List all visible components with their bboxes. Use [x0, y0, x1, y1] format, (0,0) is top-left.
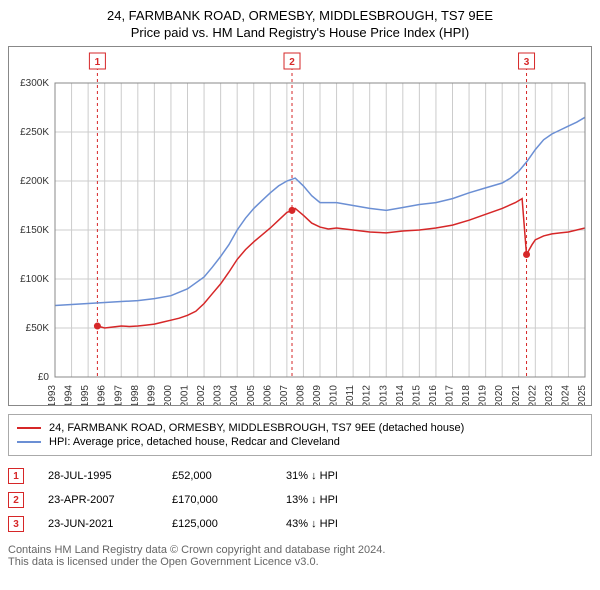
event-badge-number: 1 — [95, 57, 101, 68]
x-tick-label: 2001 — [180, 385, 191, 405]
x-tick-label: 2025 — [577, 385, 588, 405]
event-badge: 3 — [8, 516, 24, 532]
event-badge: 1 — [8, 468, 24, 484]
event-row: 3 23-JUN-2021 £125,000 43% ↓ HPI — [8, 512, 592, 536]
series-marker — [94, 323, 101, 330]
legend-item: HPI: Average price, detached house, Redc… — [17, 435, 583, 449]
legend-label: HPI: Average price, detached house, Redc… — [49, 436, 340, 448]
chart-title: 24, FARMBANK ROAD, ORMESBY, MIDDLESBROUG… — [8, 8, 592, 23]
x-tick-label: 2024 — [560, 385, 571, 405]
x-tick-label: 1998 — [130, 385, 141, 405]
x-tick-label: 2005 — [246, 385, 257, 405]
event-date: 23-JUN-2021 — [48, 518, 148, 530]
x-tick-label: 2021 — [511, 385, 522, 405]
event-row: 1 28-JUL-1995 £52,000 31% ↓ HPI — [8, 464, 592, 488]
chart-subtitle: Price paid vs. HM Land Registry's House … — [8, 25, 592, 40]
event-badge-number: 3 — [524, 57, 530, 68]
event-badge-number: 2 — [289, 57, 295, 68]
event-price: £52,000 — [172, 470, 262, 482]
event-price: £170,000 — [172, 494, 262, 506]
y-tick-label: £100K — [20, 274, 49, 285]
x-tick-label: 1994 — [64, 385, 75, 405]
legend-swatch — [17, 427, 41, 429]
y-tick-label: £50K — [26, 323, 50, 334]
legend-label: 24, FARMBANK ROAD, ORMESBY, MIDDLESBROUG… — [49, 422, 464, 434]
x-tick-label: 2020 — [494, 385, 505, 405]
y-tick-label: £150K — [20, 225, 49, 236]
x-tick-label: 1999 — [146, 385, 157, 405]
x-tick-label: 2011 — [345, 385, 356, 405]
x-tick-label: 1996 — [97, 385, 108, 405]
y-tick-label: £250K — [20, 127, 49, 138]
x-tick-label: 2008 — [295, 385, 306, 405]
x-tick-label: 2010 — [329, 385, 340, 405]
x-tick-label: 1993 — [47, 385, 58, 405]
x-tick-label: 2013 — [378, 385, 389, 405]
x-tick-label: 2015 — [411, 385, 422, 405]
x-tick-label: 2022 — [527, 385, 538, 405]
event-date: 28-JUL-1995 — [48, 470, 148, 482]
x-tick-label: 2019 — [478, 385, 489, 405]
event-badge: 2 — [8, 492, 24, 508]
x-tick-label: 2023 — [544, 385, 555, 405]
event-diff: 13% ↓ HPI — [286, 494, 406, 506]
x-tick-label: 2004 — [229, 385, 240, 405]
x-tick-label: 2014 — [395, 385, 406, 405]
legend-swatch — [17, 441, 41, 443]
events-table: 1 28-JUL-1995 £52,000 31% ↓ HPI 2 23-APR-2007… — [8, 464, 592, 536]
x-tick-label: 2012 — [362, 385, 373, 405]
x-tick-label: 2006 — [262, 385, 273, 405]
y-tick-label: £300K — [20, 78, 49, 89]
footnote-line1: Contains HM Land Registry data © Crown c… — [8, 544, 592, 556]
y-tick-label: £0 — [38, 372, 50, 383]
event-row: 2 23-APR-2007 £170,000 13% ↓ HPI — [8, 488, 592, 512]
x-tick-label: 2009 — [312, 385, 323, 405]
footnote-line2: This data is licensed under the Open Gov… — [8, 556, 592, 568]
x-tick-label: 2000 — [163, 385, 174, 405]
x-tick-label: 2002 — [196, 385, 207, 405]
chart-container: £0 £50K £100K £150K £200K £250K £300K 1993 1994 1… — [8, 46, 592, 406]
x-tick-label: 2017 — [445, 385, 456, 405]
legend-item: 24, FARMBANK ROAD, ORMESBY, MIDDLESBROUG… — [17, 421, 583, 435]
x-tick-label: 2007 — [279, 385, 290, 405]
series-marker — [289, 207, 296, 214]
series-marker — [523, 251, 530, 258]
chart-svg: £0 £50K £100K £150K £200K £250K £300K 1993 1994 1… — [9, 47, 591, 405]
y-tick-label: £200K — [20, 176, 49, 187]
x-tick-label: 2018 — [461, 385, 472, 405]
x-tick-label: 2016 — [428, 385, 439, 405]
event-diff: 31% ↓ HPI — [286, 470, 406, 482]
footnote: Contains HM Land Registry data © Crown c… — [8, 544, 592, 568]
x-tick-label: 2003 — [213, 385, 224, 405]
legend: 24, FARMBANK ROAD, ORMESBY, MIDDLESBROUG… — [8, 414, 592, 456]
x-tick-label: 1997 — [113, 385, 124, 405]
x-tick-label: 1995 — [80, 385, 91, 405]
event-date: 23-APR-2007 — [48, 494, 148, 506]
event-price: £125,000 — [172, 518, 262, 530]
event-diff: 43% ↓ HPI — [286, 518, 406, 530]
